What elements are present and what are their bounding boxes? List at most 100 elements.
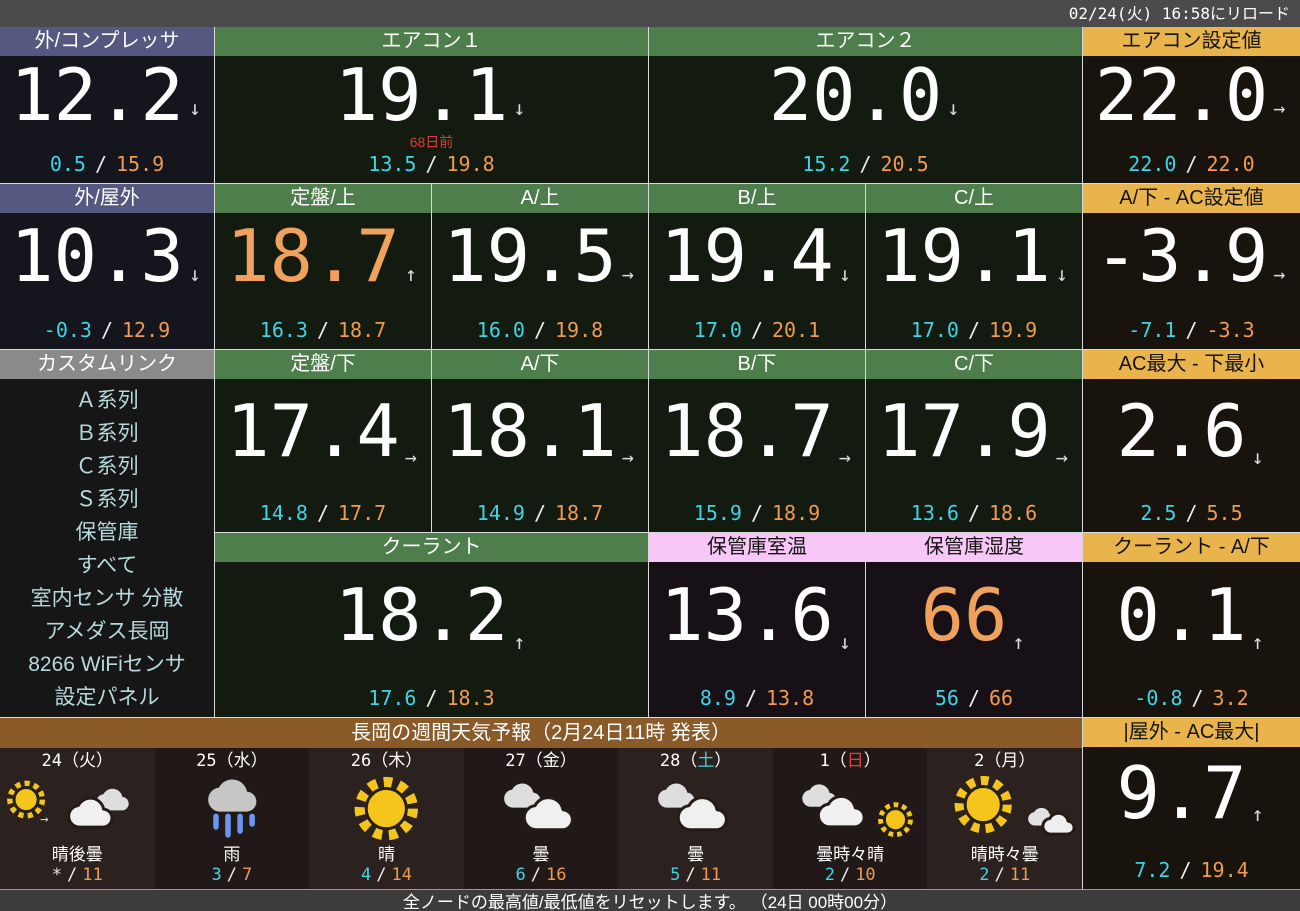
tile-max: 18.9 [772,501,821,525]
weather-day: 26（木） 晴 4/14 [309,748,464,890]
weather-description: 曇時々晴 [816,845,885,865]
cloudy-icon [618,773,773,844]
sidebar-link-a-series[interactable]: Ａ系列 [75,389,139,412]
cloudy-then-sun-icon [773,773,928,844]
trend-right-icon: → [621,445,634,469]
top-status-bar: 02/24(火) 16:58にリロード [0,0,1300,27]
weather-day: 1（日） 曇時々晴 2/10 [772,748,928,890]
sidebar-link-8266-wifi-sensor[interactable]: 8266 WiFiセンサ [28,653,186,676]
sidebar-link-b-series[interactable]: Ｂ系列 [75,422,139,445]
tile-max: 20.1 [772,318,821,342]
weekly-weather-forecast-panel: 長岡の週間天気予報（2月24日11時 発表） 24（火） → 晴後曇 */11 … [0,718,1083,890]
weather-day-date: 24（火） [41,751,114,771]
tile-coolant-minus-a-bottom: クーラント - A/下 0.1 ↑ -0.8/3.2 [1083,533,1300,717]
weather-description: 晴時々曇 [970,845,1039,865]
sidebar-link-storage[interactable]: 保管庫 [75,521,139,544]
tile-value: 19.1 [334,52,509,137]
tile-value: 18.7 [660,388,834,473]
tile-out-compressor: 外/コンプレッサ 12.2 ↓ 0.5/15.9 [0,27,214,183]
weather-description: 雨 [223,845,241,865]
tile-value: 19.1 [877,214,1051,298]
tile-title: C/上 [866,184,1082,213]
tile-aircon1: エアコン１ 19.1 ↓ 68日前 13.5/19.8 [215,27,648,183]
trend-right-icon: → [404,445,417,469]
sidebar-link-s-series[interactable]: Ｓ系列 [75,488,139,511]
tile-value: 19.4 [660,214,834,298]
trend-right-icon: → [1055,445,1068,469]
trend-down-icon: ↓ [838,630,851,654]
tile-title: A/上 [432,184,648,213]
tile-coolant: クーラント 18.2 ↑ 17.6/18.3 [215,533,648,717]
tile-max: 3.2 [1212,686,1249,710]
trend-right-icon: → [621,262,634,286]
tile-min: 17.6 [368,686,417,710]
weather-day-minmax: 2/11 [979,865,1031,886]
tile-value: 17.4 [226,388,400,473]
tile-max: 15.9 [116,152,165,176]
sidebar-link-amedas-nagaoka[interactable]: アメダス長岡 [44,620,170,643]
tile-min: 7.2 [1134,858,1171,883]
weather-day: 24（火） → 晴後曇 */11 [0,748,155,890]
tile-storage-humidity: 保管庫湿度 66 ↑ 56/66 [866,533,1082,717]
tile-value: -3.9 [1094,214,1269,298]
tile-value: 19.5 [443,214,617,298]
sidebar-link-all[interactable]: すべて [76,554,138,577]
weather-description: 曇 [687,845,705,865]
weather-description: 曇 [532,845,550,865]
weather-day-date: 26（木） [350,751,423,771]
tile-a-bottom: A/下 18.1 → 14.9/18.7 [432,350,648,532]
sidebar-link-settings-panel[interactable]: 設定パネル [54,686,160,709]
tile-value: 18.2 [334,572,509,657]
tile-title: C/下 [866,350,1082,379]
tile-a-bottom-minus-ac-setpoint: A/下 - AC設定値 -3.9 → -7.1/-3.3 [1083,184,1300,349]
trend-up-icon: ↑ [1251,802,1264,827]
tile-title: A/下 - AC設定値 [1083,184,1300,213]
tile-min: 8.9 [699,686,736,710]
tile-min: -7.1 [1128,318,1177,342]
weather-day-date: 28（土） [659,751,732,771]
tile-max: 22.0 [1206,152,1255,176]
tile-min: 16.3 [259,318,308,342]
tile-title: 外/屋外 [0,184,214,213]
tile-max: 18.3 [446,686,495,710]
sunny-then-cloud-icon [927,773,1082,844]
tile-value: 9.7 [1116,751,1247,836]
trend-right-icon: → [1273,96,1286,120]
tile-title: A/下 [432,350,648,379]
tile-b-bottom: B/下 18.7 → 15.9/18.9 [649,350,865,532]
tile-value: 18.7 [226,214,400,298]
tile-title: エアコン２ [649,27,1082,56]
tile-max: 18.7 [338,318,387,342]
sidebar-link-c-series[interactable]: Ｃ系列 [75,455,139,478]
weather-day-date: 25（水） [196,751,268,771]
trend-right-icon: → [838,445,851,469]
tile-title: B/上 [649,184,865,213]
tile-value: 2.6 [1116,388,1247,473]
trend-down-icon: ↓ [513,96,526,120]
tile-aircon2: エアコン２ 20.0 ↓ 15.2/20.5 [649,27,1082,183]
tile-max: -3.3 [1206,318,1255,342]
tile-title: |屋外 - AC最大| [1083,718,1300,747]
tile-title: エアコン１ [215,27,648,56]
sidebar-link-indoor-sensors[interactable]: 室内センサ 分散 [30,587,184,610]
weather-forecast-title: 長岡の週間天気予報（2月24日11時 発表） [0,718,1082,748]
trend-up-icon: ↑ [1251,630,1264,654]
weather-day: 25（水） 雨 3/7 [154,748,310,890]
rain-icon [155,773,310,844]
tile-title: B/下 [649,350,865,379]
tile-title: 定盤/上 [215,184,431,213]
trend-up-icon: ↑ [404,262,417,286]
tile-title: エアコン設定値 [1083,27,1300,56]
weather-day: 2（月） 晴時々曇 2/11 [927,748,1083,890]
tile-surface-plate-top: 定盤/上 18.7 ↑ 16.3/18.7 [215,184,431,349]
tile-value: 10.3 [10,214,184,298]
trend-up-icon: ↑ [1012,630,1025,654]
trend-right-icon: → [1273,262,1286,286]
weather-day-minmax: 5/11 [670,865,722,886]
reset-minmax-button[interactable]: 全ノードの最高値/最低値をリセットします。 （24日 00時00分） [0,889,1300,911]
tile-min: 13.6 [910,501,959,525]
tile-min: 2.5 [1140,501,1177,525]
tile-min: -0.3 [43,318,92,342]
weather-day-minmax: 2/10 [824,865,876,886]
tile-value: 13.6 [660,572,834,657]
